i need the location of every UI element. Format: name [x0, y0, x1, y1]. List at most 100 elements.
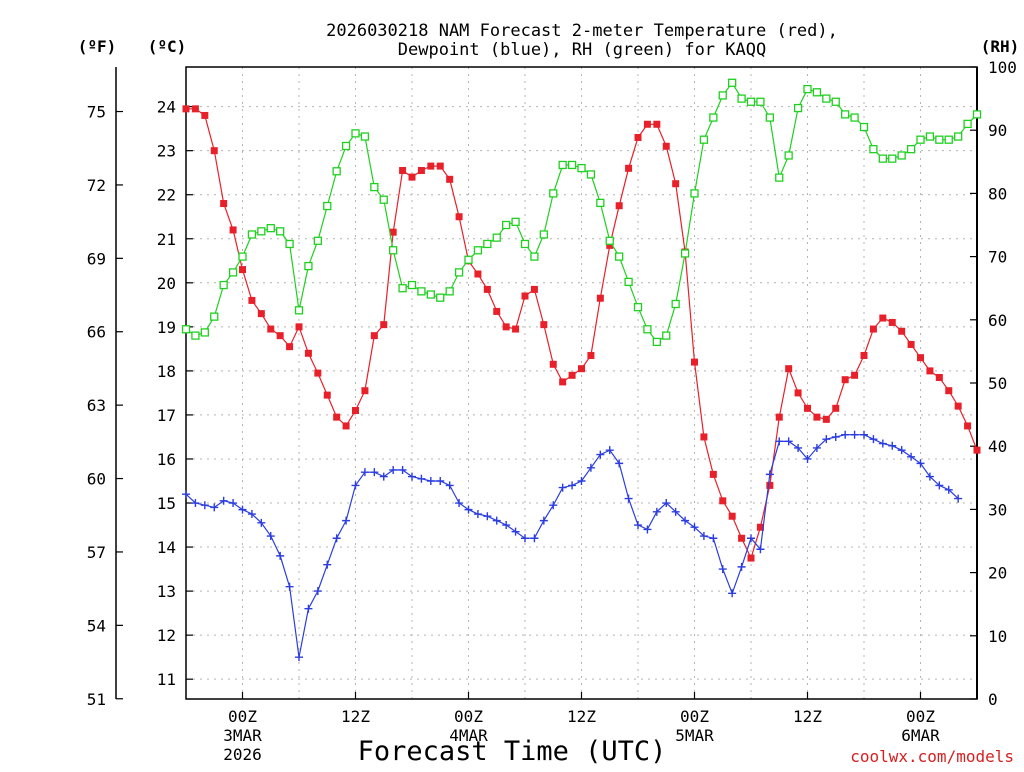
relative-humidity-point [332, 167, 341, 176]
rh-tick-label: 10 [988, 627, 1007, 646]
x-axis-title: Forecast Time (UTC) [358, 736, 667, 767]
relative-humidity-point [615, 252, 624, 261]
relative-humidity-point [878, 154, 887, 163]
relative-humidity-point [200, 328, 209, 337]
rh-tick-label: 0 [988, 690, 998, 709]
relative-humidity-point [756, 97, 765, 106]
temperature-point [954, 402, 962, 410]
temperature-point [229, 226, 237, 234]
temperature-point [747, 554, 755, 562]
temperature-point [201, 111, 209, 119]
temperature-point [210, 147, 218, 155]
dewpoint-point [266, 532, 275, 541]
dewpoint-point [285, 582, 294, 591]
dewpoint-point [408, 472, 416, 481]
relative-humidity-point [313, 236, 322, 245]
fahrenheit-tick-label: 69 [87, 249, 106, 268]
relative-humidity-point [699, 135, 709, 144]
rh-tick-label: 30 [988, 500, 1007, 519]
relative-humidity-point [341, 141, 351, 151]
dewpoint-point [907, 452, 916, 461]
temperature-point [907, 340, 915, 348]
dewpoint-point [549, 501, 558, 510]
relative-humidity-point [888, 154, 897, 163]
dewpoint-point [304, 604, 313, 613]
relative-humidity-point [445, 287, 454, 296]
rh-tick-label: 100 [988, 58, 1017, 77]
temperature-markers [182, 105, 981, 562]
relative-humidity-point [935, 135, 944, 144]
relative-humidity-point [822, 94, 831, 103]
dewpoint-point [803, 454, 812, 463]
celsius-tick-label: 16 [157, 450, 176, 469]
relative-humidity-point [586, 170, 596, 179]
temperature-point [389, 228, 397, 236]
relative-humidity-point [464, 255, 473, 264]
temperature-point [239, 266, 246, 274]
celsius-tick-label: 21 [157, 230, 176, 249]
temperature-point [728, 512, 736, 520]
dewpoint-point [530, 534, 539, 543]
dewpoint-point [379, 472, 388, 481]
temperature-point [370, 332, 378, 340]
relative-humidity-point [577, 163, 586, 173]
year-label: 2026 [223, 745, 262, 764]
dewpoint-point [247, 510, 256, 519]
temperature-point [399, 166, 407, 174]
relative-humidity-point [294, 306, 304, 315]
temperature-point [804, 404, 811, 412]
temperature-point [691, 358, 698, 366]
fahrenheit-tick-label: 72 [87, 176, 106, 195]
relative-humidity-point [238, 252, 247, 261]
dewpoint-point [558, 483, 567, 492]
date-label: 6MAR [901, 726, 940, 745]
temperature-point [860, 351, 868, 359]
relative-humidity-point [549, 189, 558, 198]
dewpoint-point [605, 446, 614, 455]
dewpoint-point [775, 437, 784, 446]
temperature-point [474, 270, 482, 278]
temperature-point [436, 162, 444, 170]
relative-humidity-point [567, 160, 577, 170]
relative-humidity-point [191, 331, 200, 340]
fahrenheit-tick-label: 63 [87, 396, 106, 415]
relative-humidity-point [831, 97, 840, 106]
temperature-point [512, 325, 520, 333]
rh-tick-label: 90 [988, 121, 1007, 140]
relative-humidity-point [737, 94, 746, 103]
dewpoint-point [662, 499, 671, 508]
relative-humidity-point [483, 239, 492, 249]
relative-humidity-point [323, 201, 332, 211]
relative-humidity-point [850, 113, 859, 122]
temperature-point [672, 180, 680, 188]
temperature-point [935, 373, 943, 381]
dewpoint-point [342, 516, 351, 525]
temperature-point [493, 307, 501, 315]
temperature-point [756, 523, 764, 531]
celsius-tick-label: 20 [157, 274, 176, 293]
relative-humidity-point [775, 173, 784, 182]
temperature-point [945, 387, 953, 395]
dewpoint-point [323, 560, 332, 569]
dewpoint-point [681, 516, 690, 525]
relative-humidity-point [389, 246, 398, 255]
time-tick-label: 12Z [793, 707, 822, 726]
temperature-point [502, 323, 510, 331]
dewpoint-point [436, 476, 445, 485]
temperature-point [342, 422, 350, 430]
relative-humidity-point [812, 88, 822, 97]
temperature-point [926, 367, 934, 375]
relative-humidity-point [690, 189, 699, 198]
temperature-point [276, 332, 284, 340]
relative-humidity-point [511, 217, 520, 226]
dewpoint-point [794, 443, 803, 452]
relative-humidity-point [897, 151, 906, 160]
relative-humidity-point [746, 97, 756, 106]
temperature-point [794, 389, 802, 397]
rh-unit-label: (RH) [981, 37, 1020, 56]
temperature-point [568, 371, 576, 379]
celsius-tick-label: 14 [157, 538, 176, 557]
dewpoint-point [916, 459, 925, 468]
rh-tick-label: 70 [988, 248, 1007, 267]
celsius-tick-label: 15 [157, 494, 176, 513]
